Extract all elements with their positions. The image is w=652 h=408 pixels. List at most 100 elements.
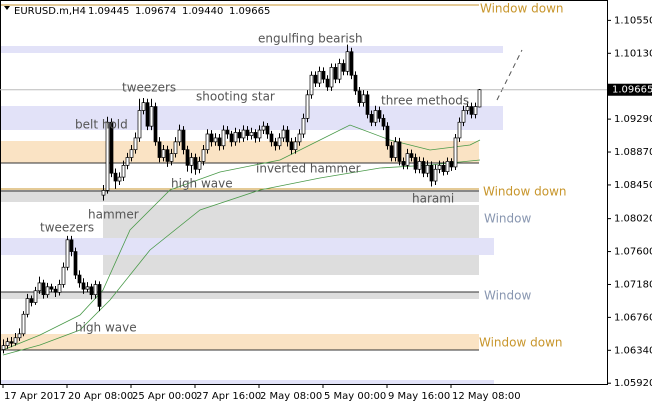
candle-body bbox=[229, 133, 234, 143]
candle-body bbox=[337, 63, 342, 80]
zone bbox=[0, 292, 479, 299]
candle-body bbox=[21, 313, 26, 335]
candle-body bbox=[141, 102, 146, 111]
candle-body bbox=[17, 333, 22, 339]
candle-body bbox=[329, 67, 334, 88]
x-tick-label: 25 Apr 00:00 bbox=[132, 391, 197, 402]
header-value: 1.09445 bbox=[88, 6, 129, 17]
candle-body bbox=[429, 165, 434, 182]
moving-average bbox=[2, 124, 481, 351]
candle-body bbox=[61, 266, 66, 285]
projection bbox=[496, 49, 523, 101]
candle-body bbox=[73, 251, 78, 276]
header-value: 1.09674 bbox=[135, 6, 176, 17]
x-tick-label: 5 May 00:00 bbox=[324, 391, 386, 402]
x-tick-label: 9 May 16:00 bbox=[388, 391, 450, 402]
x-tick-label: 20 Apr 08:00 bbox=[68, 391, 133, 402]
candle-body bbox=[193, 157, 198, 170]
candle-body bbox=[437, 165, 442, 170]
candle-body bbox=[453, 137, 458, 168]
candle-body bbox=[357, 90, 362, 104]
candle-body bbox=[41, 282, 46, 296]
candle-body bbox=[457, 121, 462, 139]
zone bbox=[0, 46, 503, 53]
candle-body bbox=[53, 288, 58, 293]
candle-body bbox=[225, 129, 230, 135]
y-tick-label: 1.05920 bbox=[614, 378, 652, 389]
candle-body bbox=[93, 284, 98, 296]
candle-body bbox=[241, 129, 246, 139]
candle-body bbox=[173, 141, 178, 154]
candle-body bbox=[237, 132, 242, 139]
candle-body bbox=[25, 298, 30, 315]
candle-body bbox=[277, 137, 282, 147]
annotation: shooting star bbox=[196, 90, 275, 104]
candle-body bbox=[353, 74, 358, 92]
candle-body bbox=[269, 133, 274, 143]
candle-body bbox=[77, 274, 82, 284]
candle-body bbox=[265, 125, 270, 135]
zone bbox=[0, 141, 479, 163]
candle-body bbox=[113, 172, 118, 182]
candle-body bbox=[153, 106, 158, 143]
candle-body bbox=[341, 63, 346, 72]
candle-body bbox=[405, 153, 410, 166]
candle-body bbox=[281, 129, 286, 139]
y-tick-label: 1.09290 bbox=[614, 114, 652, 125]
candle-body bbox=[425, 165, 430, 174]
annotation: Window bbox=[484, 289, 532, 303]
x-tick-label: 27 Apr 16:00 bbox=[196, 391, 261, 402]
candle-body bbox=[305, 94, 310, 119]
candle-body bbox=[461, 110, 466, 123]
candle-body bbox=[253, 132, 258, 139]
header-value: 1.09440 bbox=[182, 6, 223, 17]
moving-average bbox=[2, 159, 481, 356]
y-tick-label: 1.07180 bbox=[614, 279, 652, 290]
candle-body bbox=[249, 132, 254, 136]
candle-body bbox=[297, 133, 302, 143]
candle-body bbox=[385, 125, 390, 147]
candle-body bbox=[449, 161, 454, 168]
candle-body bbox=[169, 153, 174, 162]
candle-body bbox=[245, 129, 250, 136]
candle-body bbox=[205, 133, 210, 151]
annotation: Window bbox=[484, 212, 532, 226]
candle-body bbox=[157, 141, 162, 158]
candle-body bbox=[129, 149, 134, 158]
candle-body bbox=[137, 110, 142, 139]
candle-body bbox=[97, 284, 102, 307]
plot-frame bbox=[0, 0, 608, 385]
annotation: hammer bbox=[88, 208, 139, 222]
annotation: Window down bbox=[479, 336, 563, 350]
annotation: tweezers bbox=[122, 81, 176, 95]
candle-body bbox=[389, 145, 394, 158]
candle-body bbox=[133, 137, 138, 151]
annotation: tweezers bbox=[40, 221, 94, 235]
candle-body bbox=[325, 78, 330, 88]
candle-body bbox=[393, 141, 398, 158]
annotation: Window down bbox=[483, 185, 567, 199]
annotation: Window down bbox=[480, 2, 564, 16]
y-tick-label: 1.10130 bbox=[614, 48, 652, 59]
candle-body bbox=[181, 129, 186, 151]
candle-body bbox=[345, 51, 350, 72]
candle-body bbox=[85, 286, 90, 290]
candle-body bbox=[109, 121, 114, 174]
candle-body bbox=[201, 149, 206, 162]
last-price-label: 1.09665 bbox=[612, 85, 652, 96]
candle-body bbox=[473, 106, 478, 115]
annotation: three methods bbox=[381, 94, 469, 108]
candle-body bbox=[397, 141, 402, 162]
candle-body bbox=[441, 165, 446, 172]
candle-body bbox=[421, 161, 426, 174]
candle-body bbox=[177, 129, 182, 143]
candle-body bbox=[377, 110, 382, 119]
candle-body bbox=[445, 161, 450, 172]
candle-body bbox=[209, 133, 214, 143]
candle-body bbox=[29, 298, 34, 303]
candle-body bbox=[101, 190, 106, 196]
zone bbox=[0, 334, 479, 350]
candle-body bbox=[477, 89, 482, 108]
header-value: 1.09665 bbox=[229, 6, 270, 17]
chart-title: EURUSD.m,H4 bbox=[14, 6, 86, 17]
